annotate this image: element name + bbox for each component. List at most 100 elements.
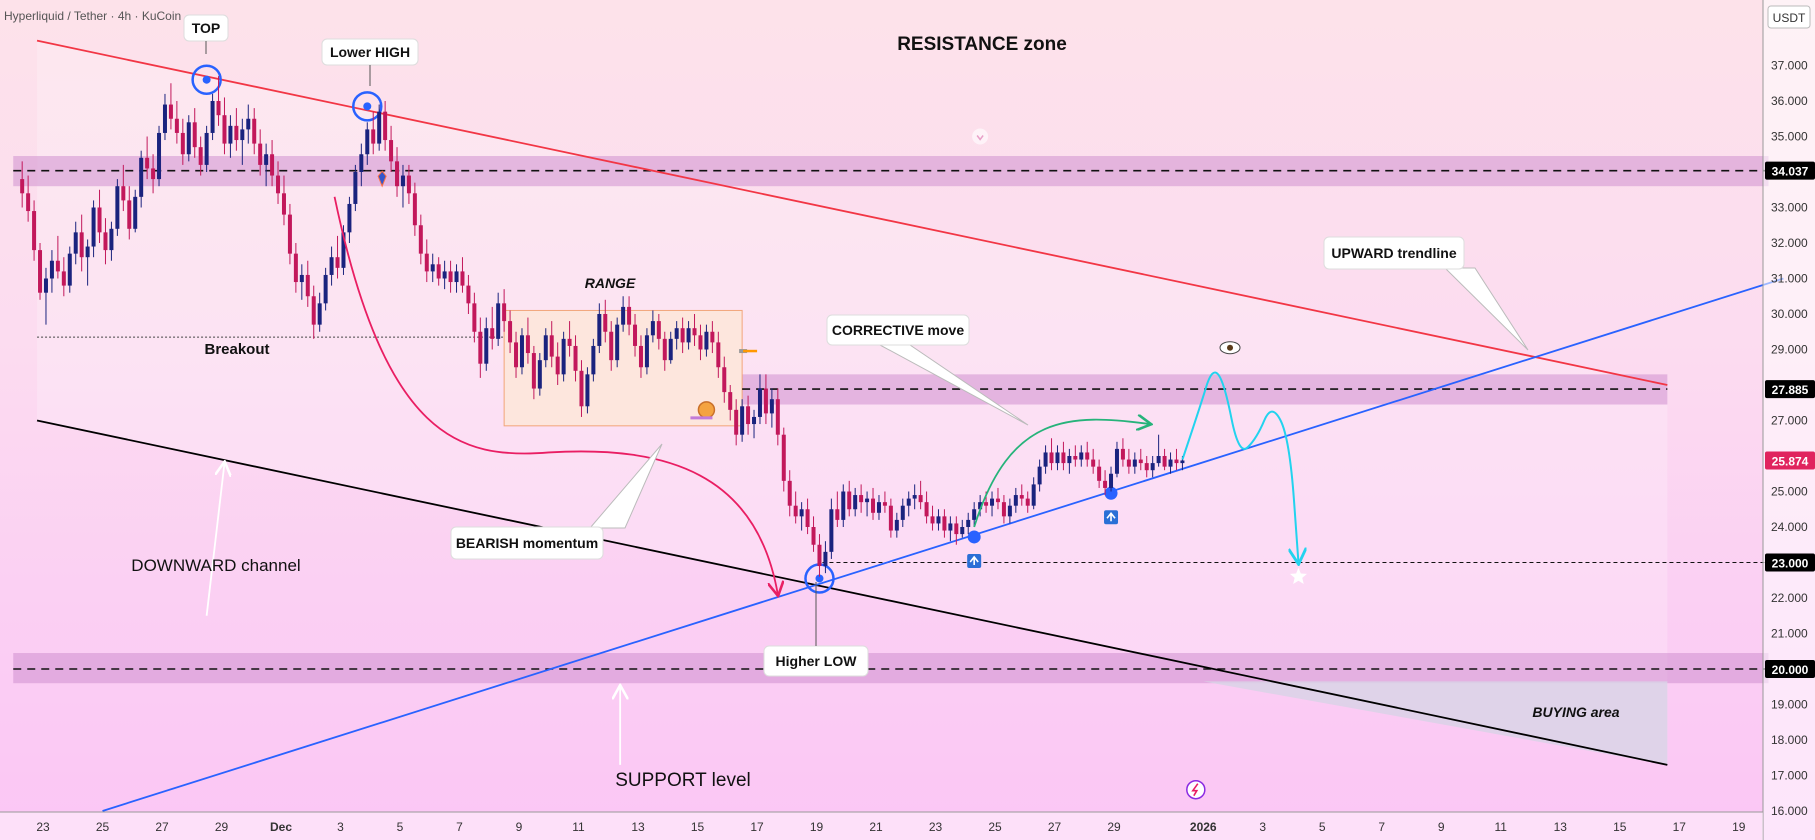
time-tick: Dec	[270, 820, 292, 834]
candle-body	[55, 260, 60, 272]
zones-layer	[13, 40, 1769, 765]
candle	[668, 331, 673, 364]
down-arrow-icon	[972, 128, 989, 145]
candle	[1150, 456, 1155, 478]
candle	[1109, 466, 1114, 492]
candle-body	[888, 505, 893, 531]
channel-pointer-arrow	[205, 463, 225, 616]
candle-body	[972, 509, 977, 520]
candle	[734, 399, 739, 446]
price-axis-bg	[1763, 0, 1815, 840]
candle	[1055, 445, 1060, 471]
arrows-layer	[205, 128, 1307, 800]
candle	[174, 101, 179, 144]
candle	[115, 179, 120, 236]
candle-body	[894, 519, 899, 531]
candle-body	[525, 335, 530, 354]
candle	[930, 505, 935, 531]
candle	[859, 484, 864, 513]
candle-body	[531, 353, 536, 389]
candle-body	[1085, 452, 1090, 460]
candle-body	[924, 502, 929, 517]
candle-body	[466, 285, 471, 304]
candle-body	[823, 551, 828, 567]
candle	[258, 129, 263, 176]
candle	[222, 97, 227, 155]
candle	[299, 264, 304, 300]
downward-channel-label: DOWNWARD channel	[131, 556, 300, 575]
candle	[1049, 438, 1054, 471]
support-zone	[13, 653, 1769, 684]
candle	[1174, 448, 1179, 471]
candle	[728, 385, 733, 421]
time-tick: 21	[869, 820, 883, 834]
candle-body	[1103, 480, 1108, 488]
candle-body	[841, 491, 846, 520]
candle	[978, 495, 983, 517]
candle-body	[1073, 456, 1078, 460]
down-chevron-icon	[976, 135, 984, 141]
candle-body	[942, 516, 947, 531]
candle	[121, 164, 126, 212]
candle	[1085, 441, 1090, 467]
candle	[466, 274, 471, 314]
candle	[139, 150, 144, 208]
price-tick: 30.000	[1771, 307, 1808, 321]
candle-body	[984, 502, 989, 506]
candle	[460, 257, 465, 293]
candle-body	[799, 509, 804, 517]
price-tick: 25.000	[1771, 485, 1808, 499]
candle	[168, 83, 173, 130]
candle-body	[323, 274, 328, 304]
candle-body	[400, 175, 405, 187]
price-tick: 36.000	[1771, 94, 1808, 108]
candle-body	[811, 527, 816, 545]
candle-body	[192, 122, 197, 148]
candle	[43, 267, 48, 325]
candle-body	[478, 331, 483, 364]
candle-body	[990, 498, 995, 506]
candle-body	[490, 328, 495, 339]
candle-body	[1031, 484, 1036, 506]
candle-body	[514, 342, 519, 368]
candle-body	[1180, 460, 1185, 464]
candle-body	[1007, 505, 1012, 517]
candle-body	[38, 250, 43, 293]
candle	[966, 512, 971, 535]
candle	[353, 164, 358, 212]
lower_high-pivot-dot	[363, 102, 372, 111]
candle-body	[1150, 463, 1155, 471]
time-tick: 11	[1495, 820, 1508, 834]
candle	[698, 324, 703, 361]
candle	[644, 328, 649, 375]
candle	[377, 104, 382, 151]
candle	[484, 317, 489, 371]
lower-high-label: Lower HIGH	[330, 44, 410, 60]
candle-body	[579, 370, 584, 407]
candle	[151, 154, 156, 194]
unit-box	[1767, 5, 1811, 29]
candle-body	[305, 274, 310, 297]
candle	[900, 498, 905, 527]
candle	[811, 516, 816, 552]
candle	[1031, 477, 1036, 510]
channel-upper-line	[36, 39, 1668, 386]
range-label: RANGE	[585, 275, 636, 291]
candle	[359, 143, 364, 187]
candle	[20, 161, 25, 208]
top-pivot-dot	[202, 75, 211, 84]
candle-body	[395, 161, 400, 187]
candle	[627, 296, 632, 336]
breakout-label: Breakout	[204, 341, 269, 358]
candle-body	[258, 143, 263, 165]
candle-body	[1079, 452, 1084, 460]
candle	[85, 239, 90, 286]
candle-body	[43, 278, 48, 293]
candle	[865, 491, 870, 517]
unit-label: USDT	[1773, 11, 1806, 25]
candle-body	[276, 175, 281, 194]
candle	[73, 221, 78, 265]
candle-body	[662, 338, 667, 361]
